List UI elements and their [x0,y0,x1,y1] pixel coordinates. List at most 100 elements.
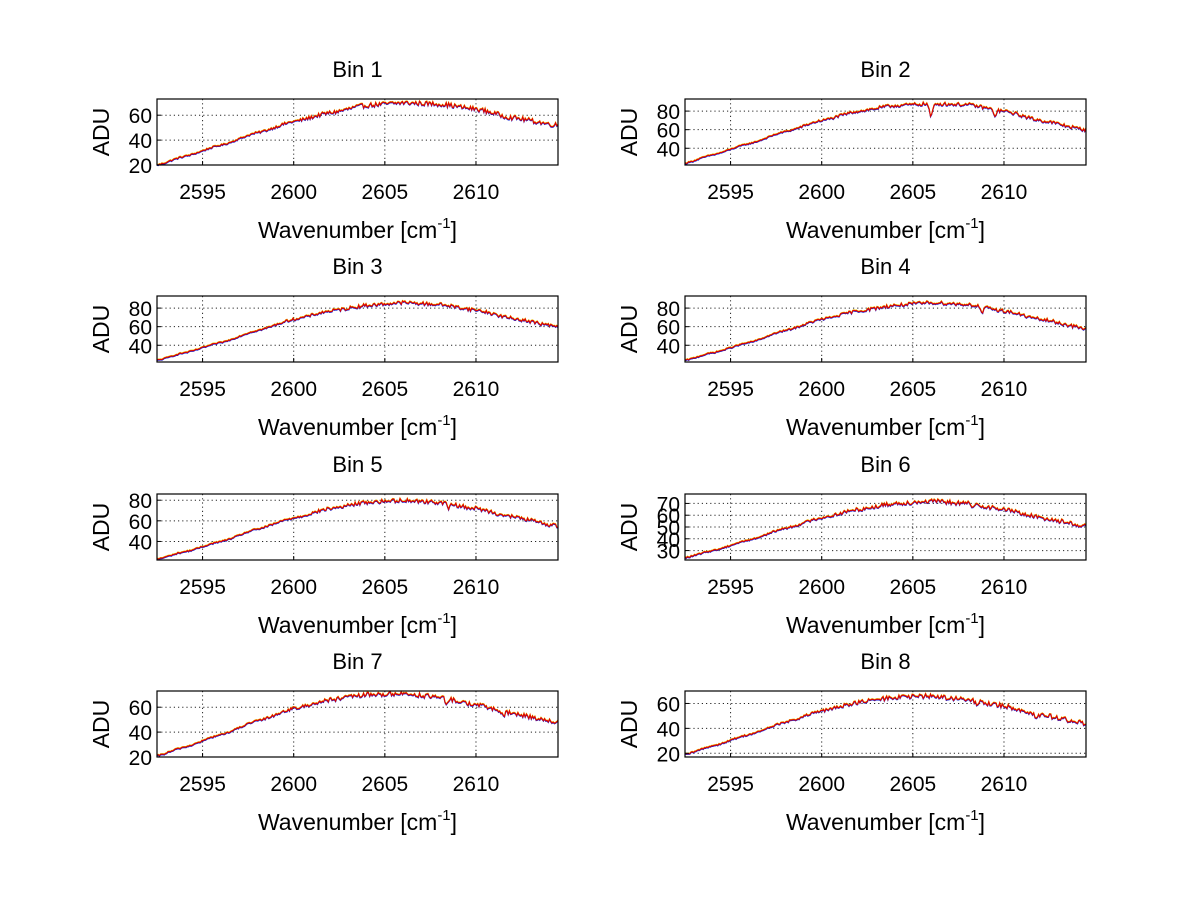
y-axis-label: ADU [88,700,114,749]
y-tick-label: 40 [657,718,680,741]
x-axis-label-text: Wavenumber [cm [258,809,437,835]
x-axis-label-superscript: -1 [437,215,450,232]
x-axis-label-superscript: -1 [965,215,978,232]
x-tick-label: 2600 [270,181,317,204]
y-tick-label: 60 [129,105,152,128]
x-tick-label: 2600 [798,576,845,599]
subplot-title: Bin 5 [332,452,382,477]
y-tick-label: 40 [129,531,152,554]
x-tick-label: 2600 [270,378,317,401]
x-tick-label: 2600 [798,181,845,204]
axes-frame [156,295,559,363]
x-axis-label-text: Wavenumber [cm [258,612,437,638]
subplot-title: Bin 4 [860,254,910,279]
y-axis-label: ADU [88,305,114,354]
x-axis-label-superscript: -1 [965,807,978,824]
x-tick-label: 2610 [981,773,1028,796]
x-axis-label: Wavenumber [cm-1] [258,610,457,638]
subplot-title: Bin 8 [860,649,910,674]
y-tick-label: 60 [657,317,680,340]
x-tick-label: 2605 [361,773,408,796]
spectrum-trace-red [156,100,559,166]
y-axis-label: ADU [616,503,642,552]
axes-frame [156,690,559,758]
axes-frame [684,295,1087,363]
x-tick-label: 2610 [453,378,500,401]
x-axis-label: Wavenumber [cm-1] [786,215,985,243]
y-tick-label: 40 [657,529,680,552]
x-axis-label-text: Wavenumber [cm [786,612,965,638]
x-axis-label: Wavenumber [cm-1] [786,412,985,440]
spectrum-trace-red [685,300,1087,361]
y-tick-label: 20 [129,747,152,770]
x-tick-label: 2595 [707,378,754,401]
x-tick-label: 2595 [707,181,754,204]
x-tick-label: 2610 [453,576,500,599]
axes-frame [684,98,1087,166]
x-tick-label: 2595 [179,378,226,401]
spectrum-trace-red [684,692,1086,755]
y-tick-label: 60 [657,505,680,528]
x-axis-label-superscript: -1 [437,807,450,824]
y-axis-label: ADU [616,108,642,157]
y-tick-label: 60 [129,697,152,720]
x-axis-label: Wavenumber [cm-1] [786,610,985,638]
x-axis-label-text: Wavenumber [cm [258,217,437,243]
x-tick-label: 2595 [179,576,226,599]
x-tick-label: 2595 [179,773,226,796]
x-axis-label-bracket: ] [979,414,985,440]
y-axis-label: ADU [616,305,642,354]
spectrum-trace-red [156,300,559,361]
x-axis-label-superscript: -1 [965,610,978,627]
x-axis-label-text: Wavenumber [cm [786,809,965,835]
x-tick-label: 2595 [707,773,754,796]
y-tick-label: 80 [657,101,680,124]
x-axis-label: Wavenumber [cm-1] [258,807,457,835]
subplot-title: Bin 6 [860,452,910,477]
y-tick-label: 80 [129,298,152,321]
x-axis-label-bracket: ] [451,612,457,638]
x-tick-label: 2605 [889,576,936,599]
x-axis-label-bracket: ] [451,217,457,243]
x-tick-label: 2605 [361,576,408,599]
y-axis-label: ADU [88,503,114,552]
x-axis-label-bracket: ] [979,809,985,835]
x-axis-label: Wavenumber [cm-1] [258,412,457,440]
x-tick-label: 2600 [798,378,845,401]
y-axis-label: ADU [88,108,114,157]
x-tick-label: 2600 [270,773,317,796]
y-tick-label: 80 [657,298,680,321]
y-tick-label: 60 [657,693,680,716]
y-tick-label: 60 [129,511,152,534]
x-tick-label: 2595 [179,181,226,204]
y-tick-label: 40 [129,722,152,745]
x-axis-label: Wavenumber [cm-1] [258,215,457,243]
x-tick-label: 2610 [981,181,1028,204]
y-tick-label: 20 [657,743,680,766]
x-tick-label: 2605 [889,181,936,204]
spectrum-trace-red [684,498,1087,559]
y-axis-label: ADU [616,700,642,749]
x-axis-label-superscript: -1 [437,412,450,429]
x-tick-label: 2600 [798,773,845,796]
y-tick-label: 40 [129,335,152,358]
x-tick-label: 2610 [981,576,1028,599]
y-tick-label: 70 [657,493,680,516]
x-tick-label: 2605 [361,181,408,204]
x-axis-label-superscript: -1 [965,412,978,429]
y-tick-label: 40 [657,335,680,358]
subplot-title: Bin 1 [332,57,382,82]
y-tick-label: 40 [129,130,152,153]
y-tick-label: 20 [129,155,152,178]
x-axis-label: Wavenumber [cm-1] [786,807,985,835]
x-axis-label-text: Wavenumber [cm [258,414,437,440]
subplot-title: Bin 3 [332,254,382,279]
